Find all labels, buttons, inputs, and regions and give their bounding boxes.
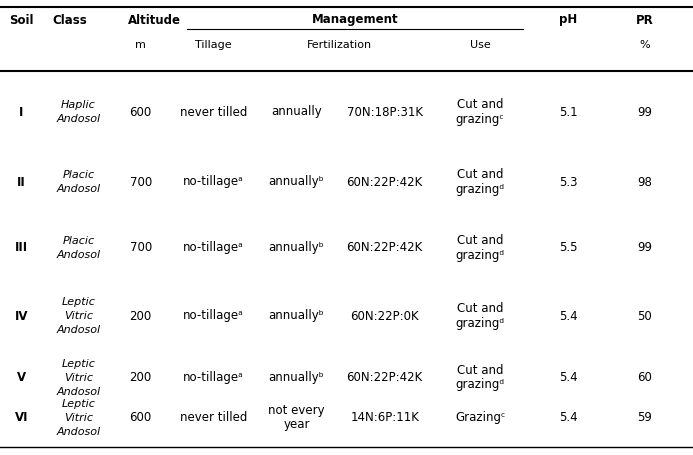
Text: Placic: Placic [62, 236, 94, 245]
Text: 60N:22P:42K: 60N:22P:42K [346, 371, 423, 384]
Text: not every: not every [268, 404, 325, 417]
Text: 700: 700 [130, 241, 152, 254]
Text: 70N:18P:31K: 70N:18P:31K [346, 105, 423, 118]
Text: 5.4: 5.4 [559, 371, 577, 384]
Text: Use: Use [470, 40, 491, 50]
Text: 5.1: 5.1 [559, 105, 577, 118]
Text: 60N:22P:42K: 60N:22P:42K [346, 175, 423, 188]
Text: no-tillageᵃ: no-tillageᵃ [183, 309, 244, 322]
Text: I: I [19, 105, 24, 118]
Text: II: II [17, 175, 26, 188]
Text: Fertilization: Fertilization [307, 40, 372, 50]
Text: IV: IV [15, 309, 28, 322]
Text: m: m [135, 40, 146, 50]
Text: no-tillageᵃ: no-tillageᵃ [183, 175, 244, 188]
Text: Tillage: Tillage [195, 40, 231, 50]
Text: 50: 50 [637, 309, 652, 322]
Text: 5.4: 5.4 [559, 309, 577, 322]
Text: 600: 600 [130, 105, 152, 118]
Text: Leptic: Leptic [62, 296, 95, 306]
Text: 60N:22P:42K: 60N:22P:42K [346, 241, 423, 254]
Text: Andosol: Andosol [56, 426, 100, 436]
Text: no-tillageᵃ: no-tillageᵃ [183, 241, 244, 254]
Text: Haplic: Haplic [61, 100, 96, 110]
Text: 14N:6P:11K: 14N:6P:11K [350, 410, 419, 424]
Text: 5.5: 5.5 [559, 241, 577, 254]
Text: Grazingᶜ: Grazingᶜ [455, 410, 505, 424]
Text: annually: annually [271, 105, 322, 118]
Text: grazingᵈ: grazingᵈ [456, 182, 505, 195]
Text: 700: 700 [130, 175, 152, 188]
Text: Vitric: Vitric [64, 412, 93, 422]
Text: III: III [15, 241, 28, 254]
Text: grazingᶜ: grazingᶜ [456, 112, 505, 125]
Text: Cut and: Cut and [457, 364, 504, 377]
Text: annuallyᵇ: annuallyᵇ [269, 241, 324, 254]
Text: 5.3: 5.3 [559, 175, 577, 188]
Text: Leptic: Leptic [62, 398, 95, 408]
Text: Soil: Soil [9, 14, 33, 26]
Text: Andosol: Andosol [56, 184, 100, 193]
Text: annuallyᵇ: annuallyᵇ [269, 175, 324, 188]
Text: Placic: Placic [62, 170, 94, 180]
Text: Andosol: Andosol [56, 324, 100, 334]
Text: grazingᵈ: grazingᵈ [456, 248, 505, 261]
Text: annuallyᵇ: annuallyᵇ [269, 309, 324, 322]
Text: pH: pH [559, 14, 577, 26]
Text: 99: 99 [637, 241, 652, 254]
Text: 600: 600 [130, 410, 152, 424]
Text: never tilled: never tilled [179, 410, 247, 424]
Text: no-tillageᵃ: no-tillageᵃ [183, 371, 244, 384]
Text: %: % [639, 40, 650, 50]
Text: annuallyᵇ: annuallyᵇ [269, 371, 324, 384]
Text: year: year [283, 418, 310, 430]
Text: Cut and: Cut and [457, 302, 504, 315]
Text: never tilled: never tilled [179, 105, 247, 118]
Text: V: V [17, 371, 26, 384]
Text: Cut and: Cut and [457, 234, 504, 247]
Text: Andosol: Andosol [56, 114, 100, 124]
Text: Cut and: Cut and [457, 98, 504, 111]
Text: Vitric: Vitric [64, 372, 93, 382]
Text: Leptic: Leptic [62, 358, 95, 368]
Text: 98: 98 [637, 175, 652, 188]
Text: 60: 60 [637, 371, 652, 384]
Text: Vitric: Vitric [64, 310, 93, 320]
Text: Management: Management [312, 14, 398, 26]
Text: 200: 200 [130, 371, 152, 384]
Text: 60N:22P:0K: 60N:22P:0K [350, 309, 419, 322]
Text: PR: PR [635, 14, 653, 26]
Text: 200: 200 [130, 309, 152, 322]
Text: grazingᵈ: grazingᵈ [456, 378, 505, 391]
Text: Andosol: Andosol [56, 386, 100, 396]
Text: 5.4: 5.4 [559, 410, 577, 424]
Text: grazingᵈ: grazingᵈ [456, 316, 505, 329]
Text: Altitude: Altitude [128, 14, 181, 26]
Text: Andosol: Andosol [56, 249, 100, 259]
Text: Cut and: Cut and [457, 168, 504, 181]
Text: 99: 99 [637, 105, 652, 118]
Text: 59: 59 [637, 410, 652, 424]
Text: Class: Class [52, 14, 87, 26]
Text: VI: VI [15, 410, 28, 424]
